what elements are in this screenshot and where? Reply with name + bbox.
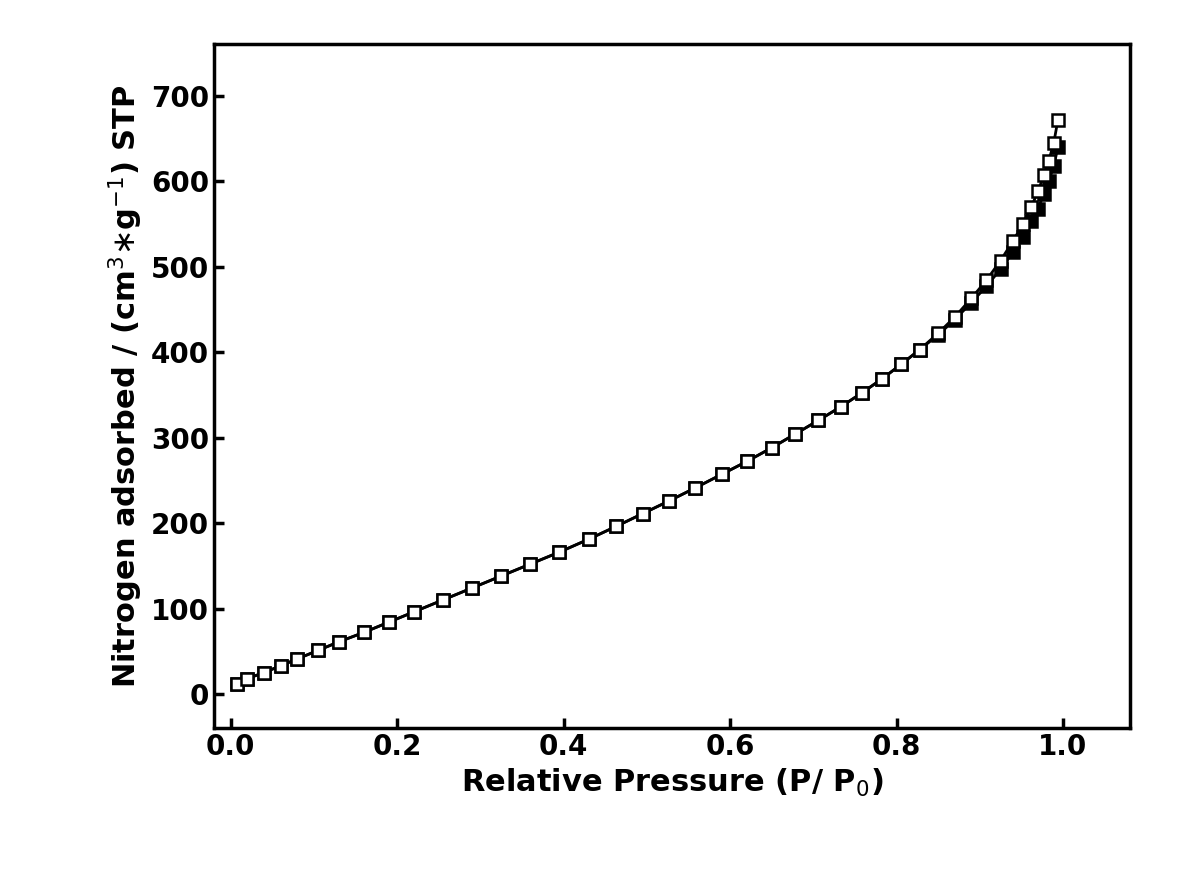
X-axis label: Relative Pressure (P/ P$_0$): Relative Pressure (P/ P$_0$): [460, 766, 883, 798]
Y-axis label: Nitrogen adsorbed / (cm$^3$$\ast$g$^{-1}$) STP: Nitrogen adsorbed / (cm$^3$$\ast$g$^{-1}…: [107, 84, 145, 688]
